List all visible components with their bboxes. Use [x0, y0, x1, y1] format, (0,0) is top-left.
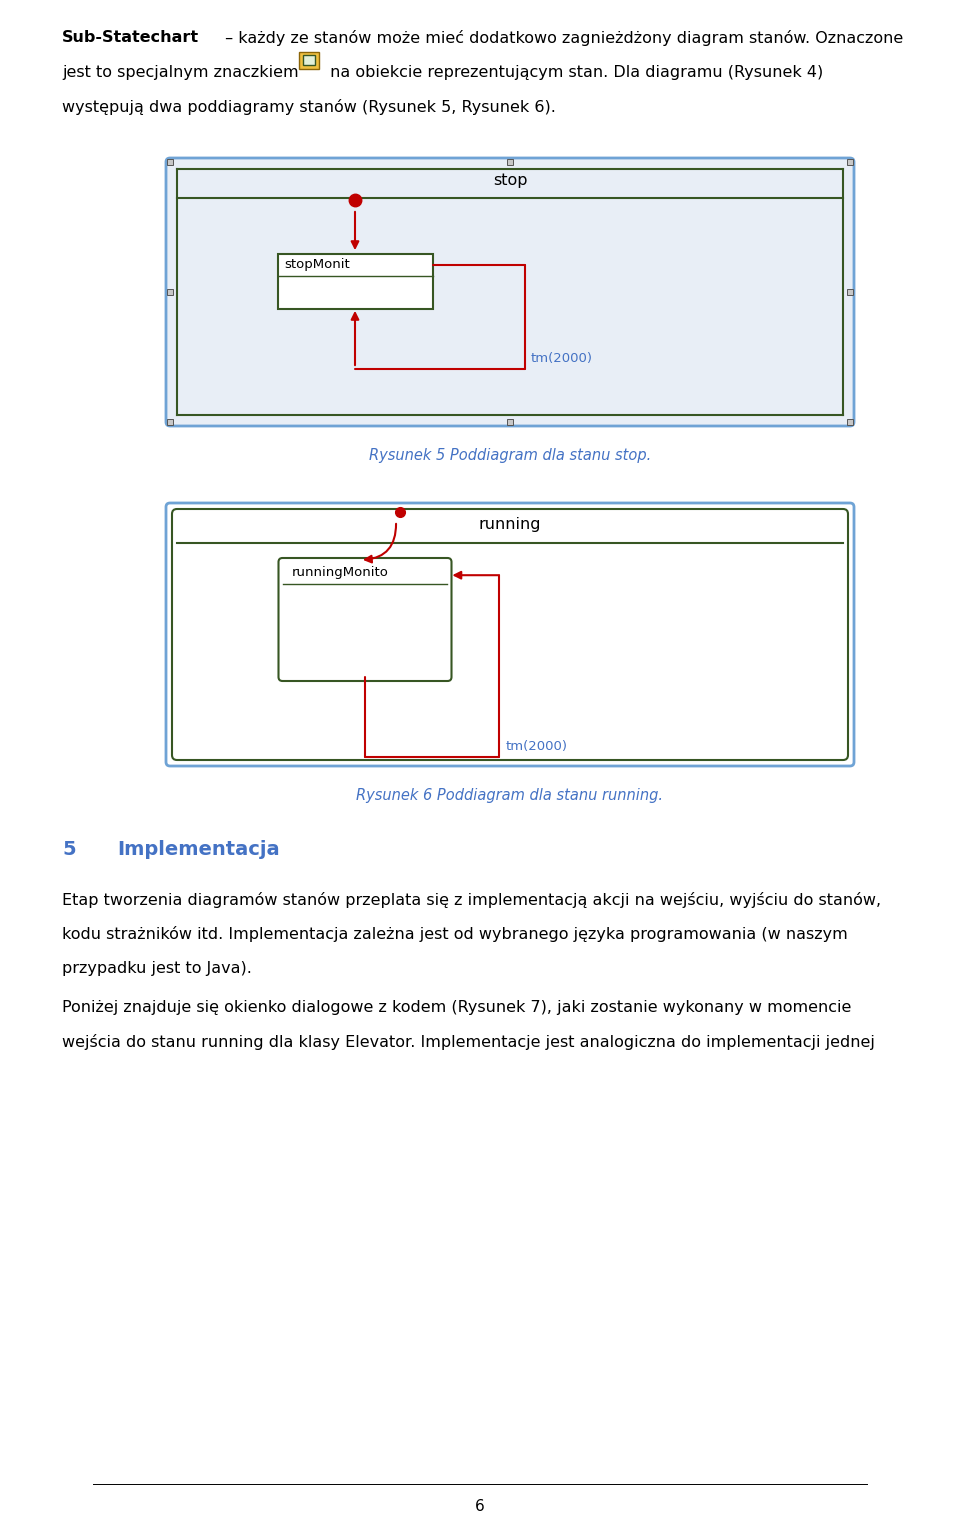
FancyBboxPatch shape: [299, 52, 319, 68]
Text: Rysunek 6 Poddiagram dla stanu running.: Rysunek 6 Poddiagram dla stanu running.: [356, 788, 663, 804]
FancyBboxPatch shape: [303, 55, 315, 64]
Text: Poniżej znajduje się okienko dialogowe z kodem (Rysunek 7), jaki zostanie wykona: Poniżej znajduje się okienko dialogowe z…: [62, 1000, 852, 1015]
Text: tm(2000): tm(2000): [506, 740, 567, 753]
Text: 6: 6: [475, 1499, 485, 1514]
FancyBboxPatch shape: [166, 502, 854, 766]
Bar: [167, 419, 173, 425]
Bar: [507, 160, 513, 164]
Text: 5: 5: [62, 840, 76, 858]
Text: runningMonito: runningMonito: [292, 566, 389, 578]
Text: Rysunek 5 Poddiagram dla stanu stop.: Rysunek 5 Poddiagram dla stanu stop.: [369, 447, 651, 463]
Bar: [848, 160, 852, 164]
Text: running: running: [479, 517, 541, 533]
Text: Etap tworzenia diagramów stanów przeplata się z implementacją akcji na wejściu, : Etap tworzenia diagramów stanów przeplat…: [62, 892, 881, 909]
FancyBboxPatch shape: [166, 158, 854, 426]
Bar: [167, 289, 173, 295]
Text: tm(2000): tm(2000): [531, 352, 592, 365]
Text: – każdy ze stanów może mieć dodatkowo zagnieżdżony diagram stanów. Oznaczone: – każdy ze stanów może mieć dodatkowo za…: [220, 30, 903, 46]
Text: na obiekcie reprezentującym stan. Dla diagramu (Rysunek 4): na obiekcie reprezentującym stan. Dla di…: [325, 64, 824, 79]
Text: kodu strażników itd. Implementacja zależna jest od wybranego języka programowani: kodu strażników itd. Implementacja zależ…: [62, 927, 848, 942]
Bar: [507, 419, 513, 425]
FancyBboxPatch shape: [278, 559, 451, 680]
FancyBboxPatch shape: [277, 254, 433, 309]
Text: stop: stop: [492, 172, 527, 187]
Text: Sub-Statechart: Sub-Statechart: [62, 30, 199, 46]
Text: wejścia do stanu running dla klasy Elevator. Implementacje jest analogiczna do i: wejścia do stanu running dla klasy Eleva…: [62, 1035, 875, 1050]
Text: Implementacja: Implementacja: [117, 840, 279, 858]
Text: przypadku jest to Java).: przypadku jest to Java).: [62, 960, 252, 976]
Bar: [848, 419, 852, 425]
Text: występują dwa poddiagramy stanów (Rysunek 5, Rysunek 6).: występują dwa poddiagramy stanów (Rysune…: [62, 99, 556, 116]
Bar: [167, 160, 173, 164]
Bar: [848, 289, 852, 295]
Text: stopMonit: stopMonit: [284, 259, 350, 271]
Text: jest to specjalnym znaczkiem: jest to specjalnym znaczkiem: [62, 64, 303, 79]
